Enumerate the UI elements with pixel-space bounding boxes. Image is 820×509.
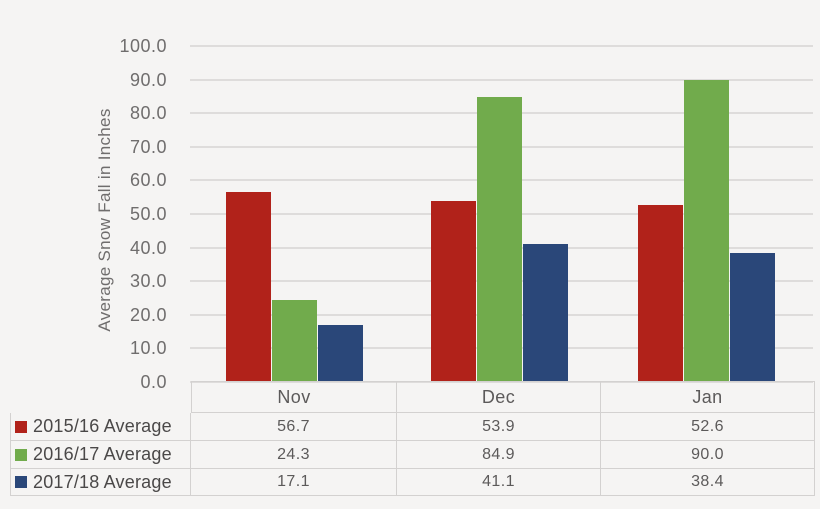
table-header-dec: Dec: [397, 381, 601, 413]
bar-2016-17-average-nov: [271, 300, 317, 382]
table-cell-2017-18-average-dec: 41.1: [397, 469, 601, 496]
y-tick-label: 50.0: [129, 204, 167, 224]
y-tick-label: 0.0: [140, 372, 167, 392]
y-tick-label: 100.0: [119, 36, 167, 56]
legend-item-2017-18-average: 2017/18 Average: [10, 469, 191, 496]
bar-2015-16-average-nov: [225, 191, 271, 382]
bar-2016-17-average-dec: [477, 96, 522, 382]
gridline: [190, 381, 813, 383]
y-tick-label: 90.0: [129, 69, 167, 90]
bar-2017-18-average-dec: [523, 243, 568, 382]
data-table: Nov Dec Jan 2015/16 Average 56.7 53.9 52.6 2016…: [10, 381, 815, 496]
bar-2015-16-average-dec: [431, 200, 476, 382]
y-tick-label: 40.0: [129, 237, 167, 258]
bar-2017-18-average-nov: [317, 324, 363, 382]
legend-item-2016-17-average: 2016/17 Average: [10, 441, 191, 469]
table-cell-2015-16-average-dec: 53.9: [397, 413, 601, 441]
legend-swatch: [15, 420, 27, 433]
bar-2015-16-average-jan: [638, 205, 683, 382]
gridline: [190, 78, 813, 81]
table-header-jan: Jan: [601, 381, 815, 413]
table-cell-2016-17-average-nov: 24.3: [191, 441, 397, 469]
table-cell-2016-17-average-dec: 84.9: [397, 441, 601, 469]
table-cell-2017-18-average-nov: 17.1: [191, 469, 397, 496]
legend-swatch: [15, 476, 27, 488]
legend-swatch: [15, 448, 27, 461]
legend-label: 2017/18 Average: [33, 471, 172, 492]
y-tick-label: 80.0: [129, 103, 167, 124]
gridline: [190, 45, 813, 47]
table-cell-2015-16-average-nov: 56.7: [191, 413, 397, 441]
y-tick-label: 10.0: [129, 338, 167, 359]
table-corner-cell: [10, 381, 191, 413]
plot-area: [190, 45, 813, 383]
table-cell-2015-16-average-jan: 52.6: [601, 413, 815, 441]
legend-label: 2015/16 Average: [33, 416, 172, 436]
bar-2017-18-average-jan: [730, 252, 775, 382]
y-tick-label: 60.0: [129, 170, 167, 191]
table-cell-2017-18-average-jan: 38.4: [601, 469, 815, 496]
legend-label: 2016/17 Average: [33, 444, 172, 464]
legend-item-2015-16-average: 2015/16 Average: [10, 413, 191, 441]
table-cell-2016-17-average-jan: 90.0: [601, 441, 815, 469]
bar-2016-17-average-jan: [684, 79, 729, 382]
y-tick-label: 20.0: [129, 304, 167, 325]
y-tick-label: 30.0: [129, 271, 167, 292]
y-tick-label: 70.0: [129, 136, 167, 157]
table-header-nov: Nov: [191, 381, 397, 413]
